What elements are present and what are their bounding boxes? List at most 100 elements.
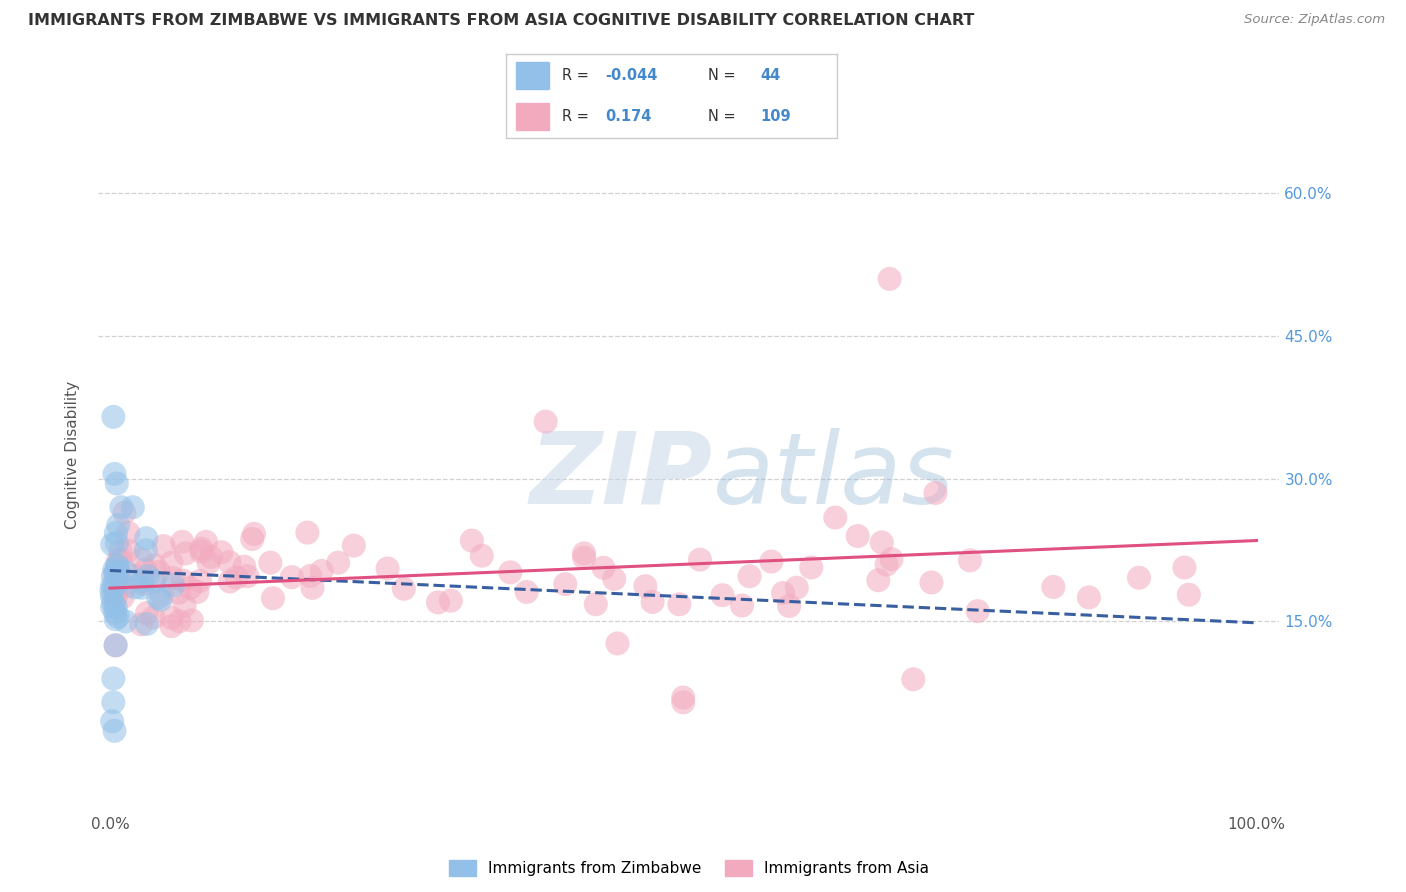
Point xyxy=(197,556,219,570)
Point xyxy=(572,546,595,560)
Point xyxy=(107,609,129,624)
Point xyxy=(108,574,131,589)
Point xyxy=(104,567,127,582)
Point xyxy=(641,595,664,609)
Point xyxy=(117,543,139,558)
Point xyxy=(592,560,614,574)
Point xyxy=(114,615,136,629)
Point xyxy=(101,537,124,551)
Point xyxy=(924,486,946,500)
Point xyxy=(761,555,783,569)
Point xyxy=(103,695,125,709)
Point xyxy=(426,595,449,609)
Point xyxy=(603,572,626,586)
Point xyxy=(101,714,124,729)
Point xyxy=(110,552,132,566)
Point xyxy=(259,556,281,570)
Point xyxy=(554,577,576,591)
Point xyxy=(162,578,184,592)
Text: 109: 109 xyxy=(761,109,792,124)
Point xyxy=(105,558,128,573)
Point xyxy=(233,559,256,574)
Point xyxy=(328,556,350,570)
Text: R =: R = xyxy=(562,68,593,83)
Point xyxy=(225,570,247,584)
Point xyxy=(172,534,194,549)
Point xyxy=(218,555,240,569)
Point xyxy=(110,500,132,515)
Point xyxy=(110,544,132,558)
Point xyxy=(104,526,127,541)
Point xyxy=(392,582,415,596)
Point xyxy=(1173,560,1195,574)
Point xyxy=(731,599,754,613)
Point xyxy=(107,553,129,567)
Bar xyxy=(516,103,550,130)
Point xyxy=(824,510,846,524)
Text: Source: ZipAtlas.com: Source: ZipAtlas.com xyxy=(1244,13,1385,27)
Point xyxy=(135,531,157,545)
Text: 0.174: 0.174 xyxy=(606,109,651,124)
Point xyxy=(778,599,800,613)
Point xyxy=(152,539,174,553)
Point xyxy=(162,571,184,585)
Point xyxy=(711,588,734,602)
Point xyxy=(104,639,127,653)
Point xyxy=(772,586,794,600)
Point xyxy=(101,599,124,614)
Point xyxy=(103,579,125,593)
Point xyxy=(219,574,242,589)
Point xyxy=(1178,588,1201,602)
Point xyxy=(634,579,657,593)
Point xyxy=(1077,591,1099,605)
Point xyxy=(903,673,925,687)
Point xyxy=(169,615,191,629)
Point xyxy=(160,619,183,633)
Point xyxy=(262,591,284,606)
Point xyxy=(103,672,125,686)
Point xyxy=(131,581,153,595)
Point xyxy=(311,564,333,578)
Y-axis label: Cognitive Disability: Cognitive Disability xyxy=(65,381,80,529)
Point xyxy=(105,559,128,574)
Point xyxy=(876,558,898,572)
Point xyxy=(103,467,125,481)
Point xyxy=(179,581,201,595)
Point xyxy=(243,527,266,541)
Point xyxy=(499,566,522,580)
Point xyxy=(672,690,695,705)
Text: R =: R = xyxy=(562,109,593,124)
Point xyxy=(236,569,259,583)
Point xyxy=(101,579,124,593)
Point xyxy=(121,500,143,515)
Point xyxy=(146,591,169,605)
Point xyxy=(738,569,761,583)
Bar xyxy=(516,62,550,89)
Text: N =: N = xyxy=(707,109,740,124)
Point xyxy=(160,556,183,570)
Point xyxy=(104,638,127,652)
Point xyxy=(107,564,129,578)
Point xyxy=(100,584,122,599)
Point xyxy=(124,581,146,595)
Point xyxy=(471,549,494,563)
Point xyxy=(135,543,157,558)
Point xyxy=(111,591,134,605)
Point xyxy=(105,476,128,491)
Point xyxy=(343,539,366,553)
Point xyxy=(103,409,125,424)
Point xyxy=(240,532,263,546)
Point xyxy=(190,544,212,558)
Point xyxy=(160,611,183,625)
Point xyxy=(846,529,869,543)
Point xyxy=(131,574,153,588)
Point xyxy=(209,545,232,559)
Point xyxy=(103,562,125,576)
Text: atlas: atlas xyxy=(713,428,955,524)
Point xyxy=(142,610,165,624)
Point xyxy=(152,588,174,602)
Point xyxy=(135,563,157,577)
Point xyxy=(200,549,222,564)
Point xyxy=(149,592,172,607)
Point xyxy=(173,599,195,613)
